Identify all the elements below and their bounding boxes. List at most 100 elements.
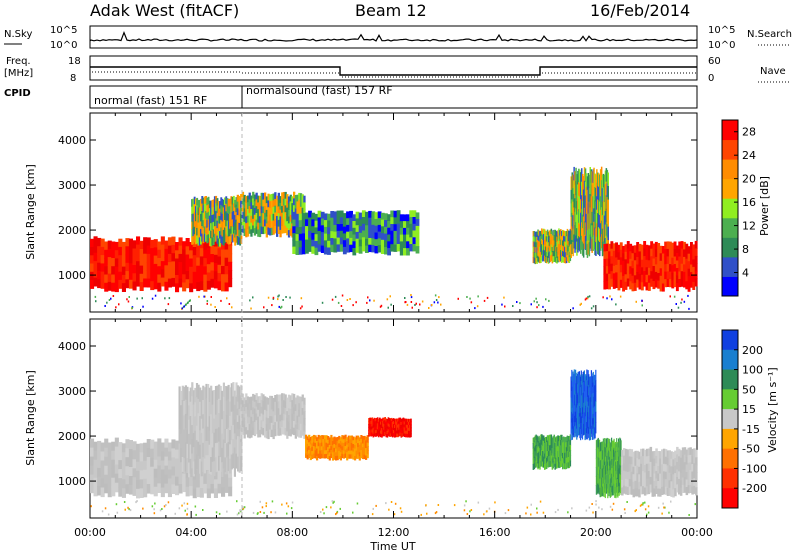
data-cell-velocity-1 bbox=[232, 453, 235, 469]
data-cell-velocity-8 bbox=[685, 487, 689, 496]
data-cell-velocity-8 bbox=[624, 471, 628, 480]
data-cell-power-4 bbox=[541, 249, 543, 256]
data-cell-power-6 bbox=[657, 280, 661, 289]
data-cell-power-3 bbox=[365, 225, 369, 233]
data-cell-velocity-2 bbox=[240, 431, 243, 439]
data-cell-power-2 bbox=[277, 219, 280, 228]
data-cell-power-0 bbox=[121, 241, 126, 251]
data-cell-power-4 bbox=[554, 235, 556, 241]
data-cell-power-2 bbox=[281, 192, 284, 200]
data-cell-power-0 bbox=[100, 238, 105, 248]
data-cell-power-0 bbox=[171, 236, 176, 246]
data-cell-power-4 bbox=[543, 239, 545, 246]
data-cell-velocity-2 bbox=[264, 403, 267, 411]
data-cell-velocity-2 bbox=[238, 415, 241, 423]
data-cell-velocity-0 bbox=[111, 441, 116, 452]
data-cell-power-6 bbox=[612, 258, 616, 267]
data-speckle-power bbox=[586, 297, 589, 300]
data-cell-power-3 bbox=[377, 245, 382, 253]
data-cell-velocity-8 bbox=[626, 479, 630, 488]
data-cell-power-3 bbox=[415, 212, 420, 220]
data-cell-velocity-8 bbox=[624, 463, 628, 472]
data-cell-power-1 bbox=[206, 212, 209, 221]
data-cell-power-1 bbox=[231, 204, 234, 213]
data-cell-velocity-3 bbox=[314, 450, 317, 455]
data-cell-power-3 bbox=[336, 224, 341, 232]
data-cell-velocity-6 bbox=[581, 407, 584, 419]
data-cell-velocity-5 bbox=[562, 452, 564, 459]
data-cell-velocity-0 bbox=[107, 460, 112, 471]
data-cell-power-6 bbox=[640, 267, 644, 276]
data-cell-power-5 bbox=[579, 196, 581, 211]
data-speckle-power bbox=[355, 301, 357, 304]
data-cell-power-3 bbox=[390, 217, 395, 225]
data-cell-power-3 bbox=[339, 210, 344, 218]
data-cell-power-5 bbox=[571, 226, 573, 241]
data-cell-power-6 bbox=[643, 241, 647, 250]
data-cell-velocity-7 bbox=[597, 437, 599, 448]
data-cell-velocity-0 bbox=[143, 469, 148, 480]
data-cell-velocity-0 bbox=[143, 478, 148, 489]
data-cell-power-1 bbox=[229, 228, 231, 237]
data-cell-velocity-2 bbox=[248, 417, 251, 425]
data-cell-velocity-3 bbox=[347, 446, 350, 452]
data-cell-power-5 bbox=[581, 187, 584, 202]
data-speckle-velocity bbox=[399, 507, 402, 510]
data-cell-velocity-8 bbox=[691, 448, 694, 457]
data-cell-velocity-2 bbox=[277, 401, 280, 409]
data-cell-velocity-0 bbox=[217, 474, 222, 485]
data-cell-velocity-4 bbox=[372, 424, 375, 429]
data-cell-power-4 bbox=[557, 246, 559, 252]
data-cell-velocity-5 bbox=[554, 453, 556, 460]
data-cell-velocity-5 bbox=[539, 448, 541, 454]
data-cell-velocity-6 bbox=[592, 376, 594, 388]
data-cell-velocity-3 bbox=[358, 444, 361, 450]
data-cell-power-5 bbox=[581, 241, 584, 256]
data-speckle-power bbox=[277, 298, 279, 301]
data-cell-power-1 bbox=[211, 200, 214, 209]
data-cell-power-5 bbox=[593, 235, 595, 250]
data-cell-power-6 bbox=[666, 248, 670, 257]
data-cell-power-2 bbox=[296, 208, 299, 216]
data-cell-power-2 bbox=[269, 207, 272, 216]
data-cell-power-0 bbox=[114, 250, 119, 260]
data-cell-velocity-5 bbox=[544, 443, 546, 449]
data-cell-power-1 bbox=[198, 207, 201, 216]
data-cell-power-3 bbox=[342, 226, 347, 234]
data-cell-velocity-8 bbox=[683, 454, 687, 463]
data-cell-velocity-7 bbox=[605, 484, 608, 494]
velocity-colorbar-swatch bbox=[722, 428, 738, 450]
data-cell-velocity-4 bbox=[389, 424, 392, 428]
data-cell-velocity-6 bbox=[593, 406, 596, 418]
data-cell-power-5 bbox=[586, 203, 589, 218]
data-cell-velocity-5 bbox=[556, 441, 558, 448]
data-cell-velocity-0 bbox=[192, 479, 197, 490]
data-cell-velocity-8 bbox=[664, 449, 668, 458]
data-cell-velocity-3 bbox=[308, 449, 311, 455]
data-cell-power-3 bbox=[292, 246, 297, 254]
data-cell-power-6 bbox=[615, 257, 618, 266]
data-cell-velocity-2 bbox=[282, 420, 286, 428]
data-cell-power-5 bbox=[571, 199, 573, 214]
data-cell-power-3 bbox=[355, 218, 360, 226]
data-cell-velocity-2 bbox=[253, 408, 257, 416]
data-cell-velocity-5 bbox=[538, 456, 540, 463]
data-cell-velocity-6 bbox=[590, 376, 592, 388]
data-cell-velocity-4 bbox=[371, 432, 374, 436]
data-cell-power-2 bbox=[243, 221, 246, 230]
data-cell-velocity-7 bbox=[618, 459, 620, 469]
data-cell-velocity-1 bbox=[195, 411, 199, 427]
data-cell-power-5 bbox=[595, 214, 597, 229]
data-cell-power-1 bbox=[229, 198, 231, 207]
data-speckle-power bbox=[104, 305, 106, 307]
data-cell-velocity-4 bbox=[381, 422, 383, 426]
data-cell-velocity-4 bbox=[402, 420, 405, 425]
data-speckle-power bbox=[231, 306, 233, 309]
data-cell-power-1 bbox=[191, 236, 194, 245]
data-cell-velocity-2 bbox=[253, 415, 257, 423]
data-cell-power-4 bbox=[543, 244, 545, 251]
data-cell-velocity-4 bbox=[383, 417, 385, 422]
data-cell-power-5 bbox=[570, 176, 572, 191]
data-cell-power-3 bbox=[327, 220, 331, 228]
data-cell-velocity-0 bbox=[114, 437, 119, 448]
